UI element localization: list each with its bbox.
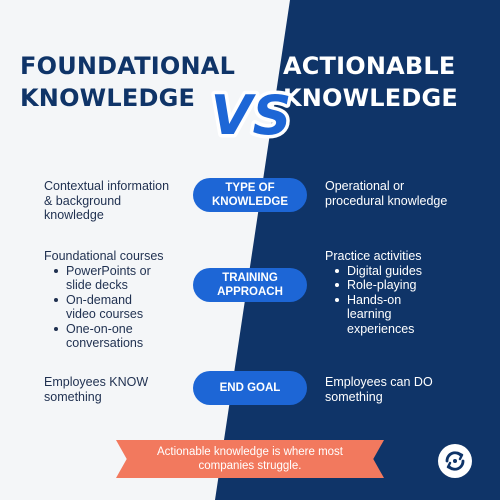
actionable-list: Digital guides Role-playing Hands-on lea… (335, 264, 480, 337)
list-item: On-demand video courses (54, 293, 164, 322)
row2-actionable-text: Practice activities Digital guides Role-… (325, 249, 480, 336)
type-of-knowledge-pill: TYPE OF KNOWLEDGE (193, 178, 307, 212)
list-item: PowerPoints or slide decks (54, 264, 164, 293)
actionable-knowledge-title: ACTIONABLE KNOWLEDGE (282, 52, 458, 112)
row1-foundational-text: Contextual information & background know… (44, 179, 170, 222)
banner-text: Actionable knowledge is where most compa… (156, 446, 344, 472)
vs-badge: VS VS (205, 78, 297, 151)
row3-actionable-text: Employees can DO something (325, 375, 433, 404)
circular-arrows-logo-icon (438, 444, 472, 478)
row1-actionable-text: Operational or procedural knowledge (325, 179, 448, 208)
training-approach-pill: TRAINING APPROACH (193, 268, 307, 302)
struggle-banner: Actionable knowledge is where most compa… (116, 440, 384, 478)
list-item: Digital guides (335, 264, 480, 279)
row2-foundational-text: Foundational courses PowerPoints or slid… (44, 249, 204, 351)
list-item: One-on-one conversations (54, 322, 164, 351)
foundational-list: PowerPoints or slide decks On-demand vid… (54, 264, 204, 351)
row3-foundational-text: Employees KNOW something (44, 375, 149, 404)
list-item: Hands-on learning experiences (335, 293, 440, 337)
vs-outline: VS (211, 84, 292, 147)
end-goal-pill: END GOAL (193, 371, 307, 405)
list-item: Role-playing (335, 278, 480, 293)
vs-text: VS (211, 84, 292, 147)
foundational-knowledge-title: FOUNDATIONAL KNOWLEDGE (20, 52, 236, 112)
